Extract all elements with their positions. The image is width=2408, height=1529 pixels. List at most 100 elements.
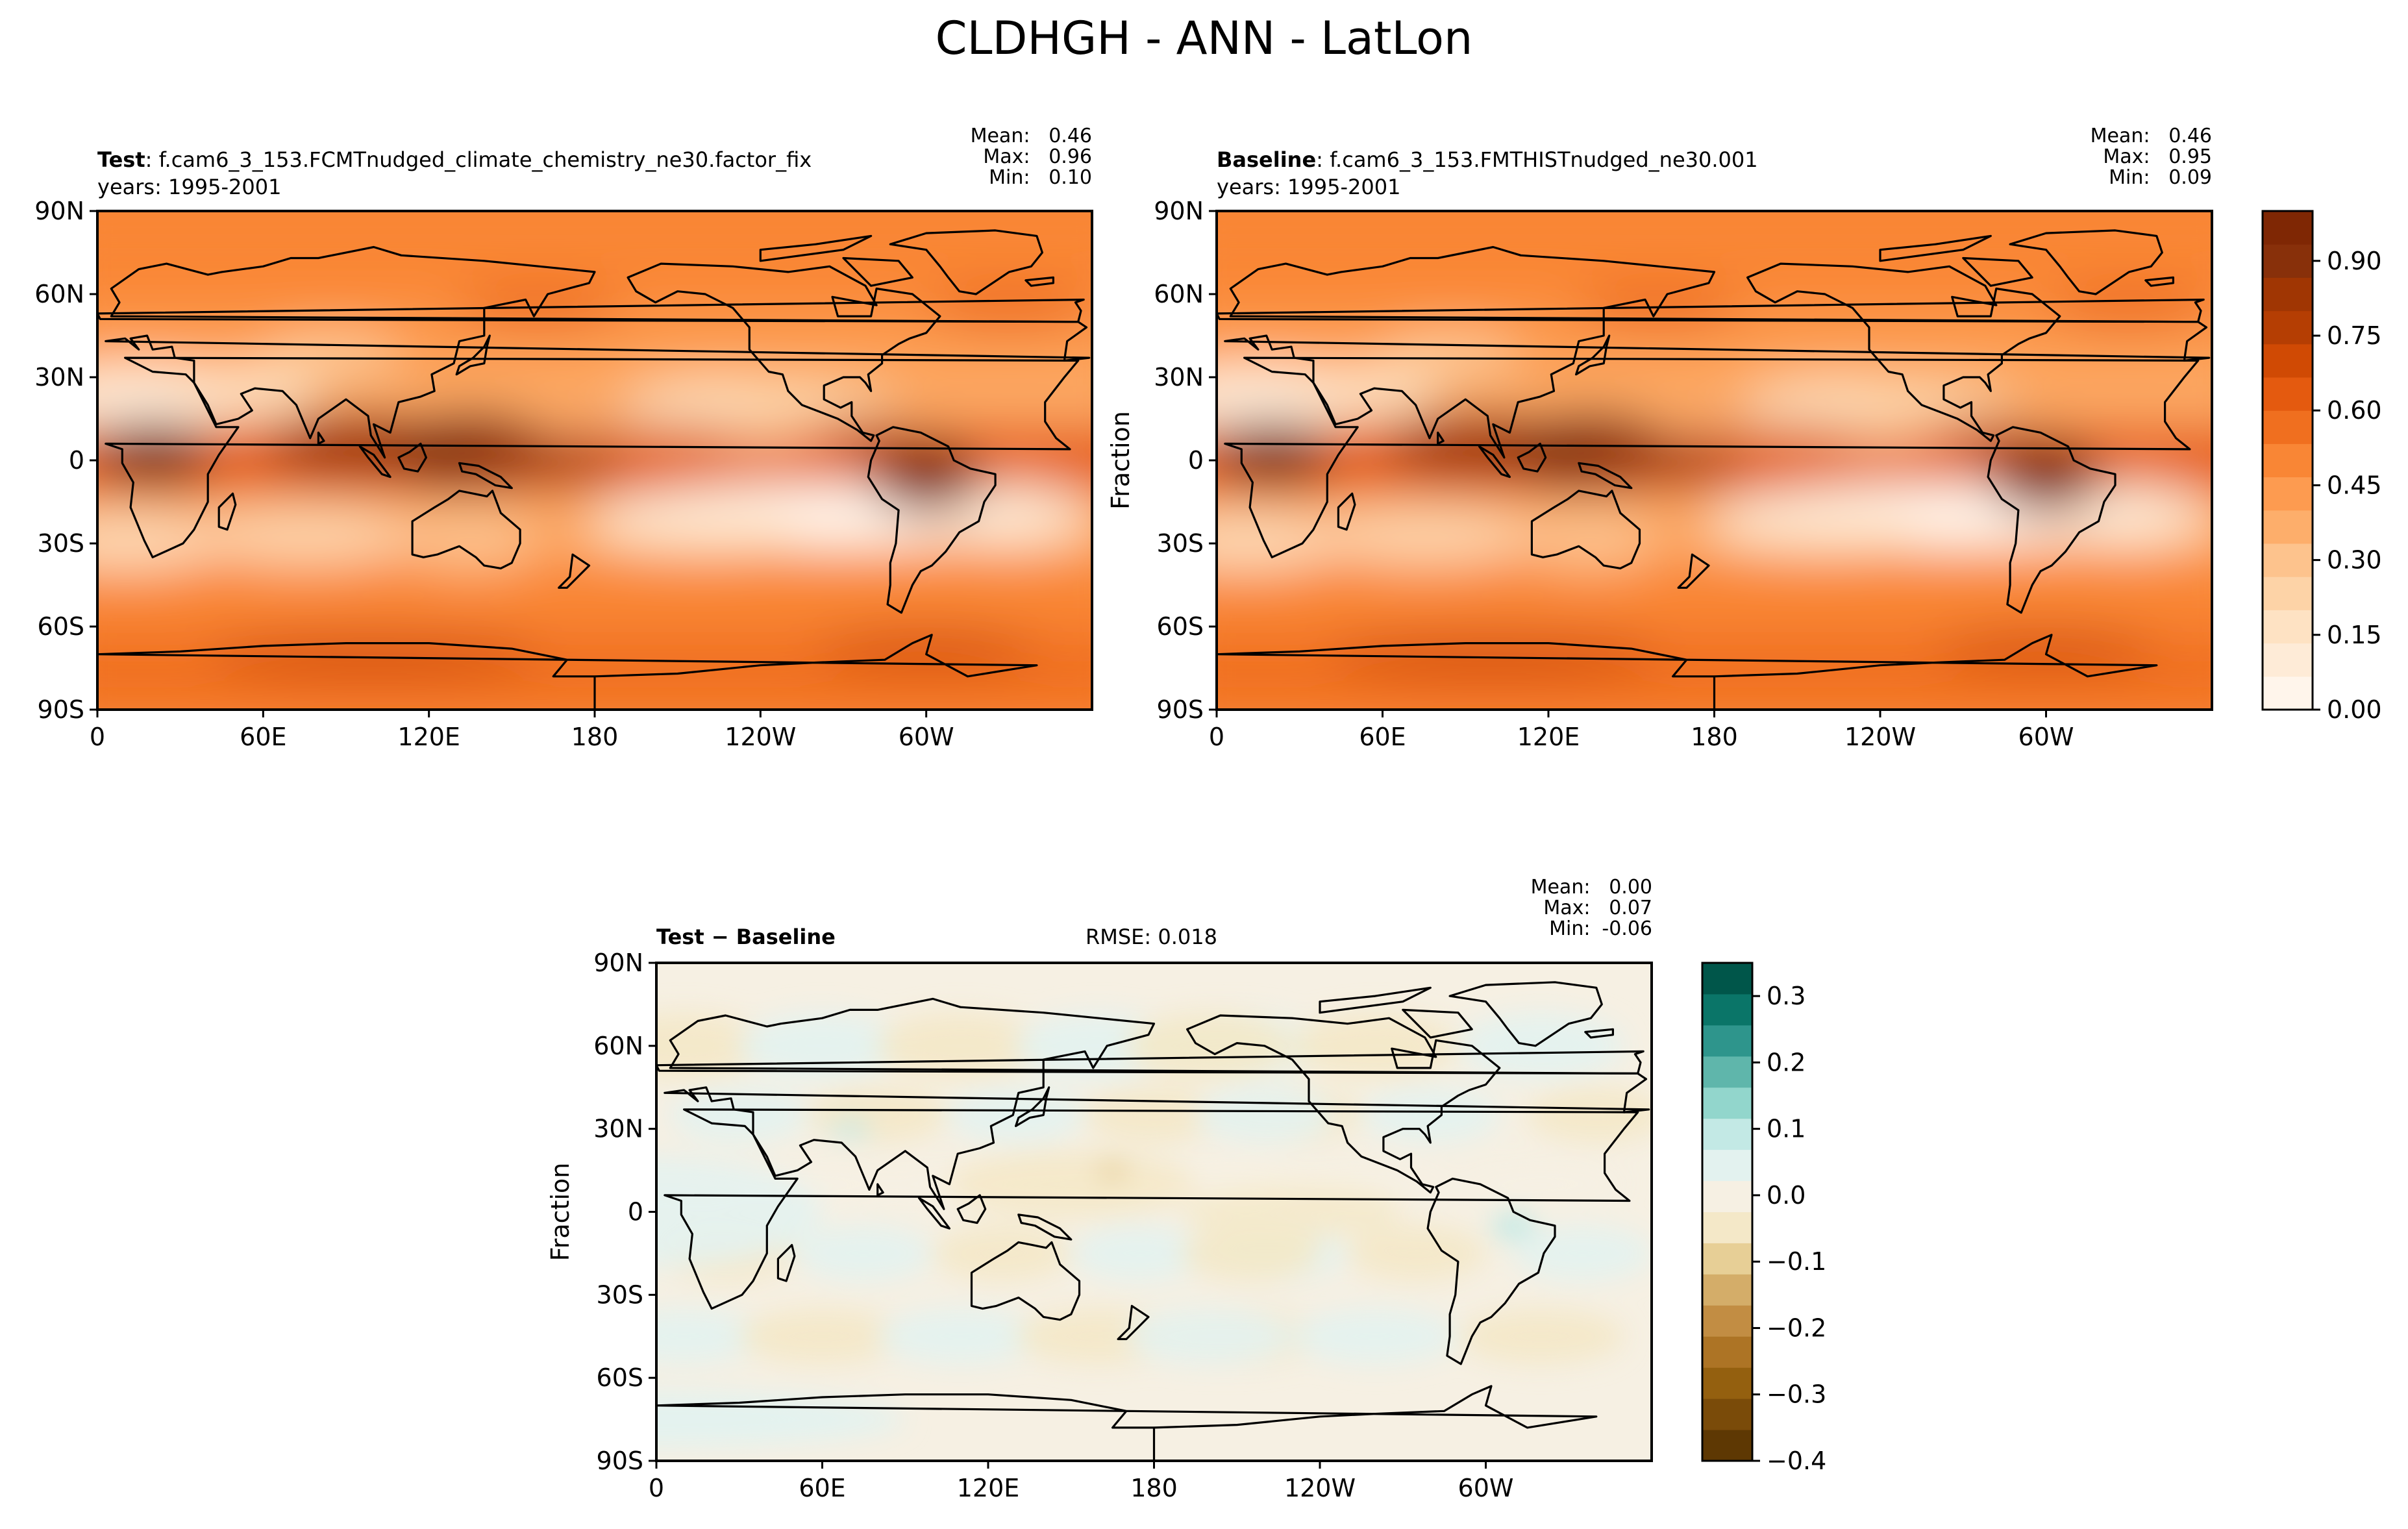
colorbar-segment [2263,676,2313,710]
baseline-label-case: : f.cam6_3_153.FMTHISTnudged_ne30.001 [1316,147,1758,172]
x-tick-label: 120W [725,723,796,751]
colorbar-segment [1702,1274,1752,1306]
colorbar-segment [2263,244,2313,278]
colorbar-segment [1702,1087,1752,1119]
y-tick-label: 90N [34,197,84,225]
coastline-sri [317,431,325,445]
figure-title: CLDHGH - ANN - LatLon [935,12,1473,65]
coastline-borneo [956,1194,987,1224]
coastline-greenland [1448,981,1603,1047]
coastline-baffin [1402,1008,1473,1039]
colorbar-segment [1702,1025,1752,1057]
x-tick-label: 180 [1130,1474,1178,1502]
x-tick-label: 180 [1691,723,1738,751]
x-tick-label: 60E [799,1474,845,1502]
coastline-baffin [842,256,913,287]
colorbar-segment [2263,343,2313,378]
coastline-australia [411,490,521,569]
colorbar-segment [2263,577,2313,610]
coastline-australia [970,1241,1081,1321]
coastline-borneo [1517,442,1547,473]
coastline-samerica [1426,1177,1556,1365]
colorbar-tick-label: 0.90 [2327,247,2382,275]
coastline-newguinea [458,462,513,490]
coastline-nz [1677,553,1710,589]
coastline-uk [97,298,1085,323]
coastline-arcticis [759,234,873,262]
coastline-eurasia [105,245,1091,459]
baseline-years: years: 1995-2001 [1217,175,1401,199]
colorbar-tick-label: −0.2 [1767,1313,1826,1342]
y-tick-label: 0 [1188,446,1204,475]
colorbar-segment [1702,1336,1752,1368]
colorbar-tick-label: −0.3 [1767,1380,1826,1409]
coastline-antarctica [656,1385,1598,1461]
colorbar-segment [1702,1367,1752,1399]
colorbar-segment [1702,1430,1752,1461]
colorbar-segment [2263,610,2313,644]
y-tick-label: 90N [593,949,643,977]
colorbar-diverging: 0.3 0.2 0.1 0.0 −0.1 −0.2 −0.3 −0.4 [1701,962,1826,1475]
x-tick-label: 60E [240,723,286,751]
coastline-madagascar [1337,492,1356,531]
x-tick-label: 180 [571,723,619,751]
colorbar-tick-label: 0.15 [2327,621,2382,649]
y-tick-label: 0 [628,1198,643,1226]
coastline-madagascar [776,1244,796,1282]
test-title: Test: f.cam6_3_153.FCMTnudged_climate_ch… [97,148,812,171]
coastline-newguinea [1578,462,1633,490]
y-tick-label: 90N [1154,197,1204,225]
coastline-africa [1224,356,2200,558]
baseline-map [1215,210,2213,711]
x-tick-label: 120E [1517,723,1580,751]
colorbar-segment [1702,1056,1752,1088]
coastline-iceland [2144,276,2174,287]
coastline-iceland [1024,276,1054,287]
colorbar-segment [1702,993,1752,1026]
x-tick-label: 0 [1209,723,1224,751]
coastline-madagascar [217,492,237,531]
coastline-sumatra [358,445,391,479]
test-stats: Mean: 0.46 Max: 0.96 Min: 0.10 [970,125,1092,189]
y-tick-label: 30N [1154,363,1204,392]
colorbar-sequential: 0.00 0.15 0.30 0.45 0.60 0.75 0.90 [2261,210,2382,724]
colorbar-segment [1702,1398,1752,1430]
colorbar-segment [2263,377,2313,411]
coastline-greenland [889,229,1043,295]
coastline-eurasia [1224,245,2211,459]
colorbar-tick-label: 0.30 [2327,546,2382,575]
coastline-uk [656,1050,1645,1075]
coastline-uk [1217,298,2205,323]
y-tick-label: 30N [593,1115,643,1143]
colorbar-segment [2263,643,2313,677]
coastline-arcticis [1319,986,1432,1014]
coastline-iceland [1584,1028,1614,1039]
y-tick-label: 60S [38,612,84,641]
diff-title: Test − Baseline [656,925,836,949]
x-tick-label: 120E [957,1474,1020,1502]
coastline-samerica [867,426,997,614]
y-tick-label: 60N [1154,280,1204,308]
coastline-japan [1015,1086,1050,1127]
baseline-label-bold: Baseline [1217,147,1317,172]
colorbar-segment [1702,1180,1752,1212]
y-tick-label: 30S [1157,529,1204,558]
test-label-bold: Test [97,147,145,172]
coastline-australia [1530,490,1641,569]
baseline-stats: Mean: 0.46 Max: 0.95 Min: 0.09 [2090,125,2212,189]
test-label-case: : f.cam6_3_153.FCMTnudged_climate_chemis… [145,147,812,172]
coastline-sri [876,1183,884,1197]
x-tick-label: 0 [649,1474,664,1502]
coastline-africa [664,1108,1639,1310]
baseline-ylabel: Fraction [1106,411,1135,510]
x-tick-label: 60W [2018,723,2074,751]
test-years: years: 1995-2001 [97,175,282,199]
y-tick-label: 90S [38,695,84,724]
coastline-africa [105,356,1080,558]
x-tick-label: 120W [1284,1474,1356,1502]
coastline-greenland [2009,229,2163,295]
colorbar-segment [1702,1243,1752,1274]
x-tick-label: 120W [1844,723,1916,751]
coastline-newguinea [1017,1213,1073,1241]
colorbar-segment [1702,1212,1752,1243]
